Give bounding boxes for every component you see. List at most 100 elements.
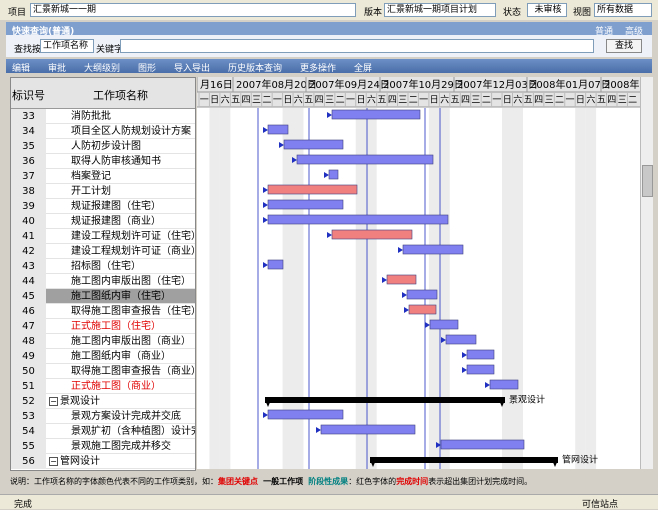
row-name[interactable]: 景观设计 [60, 396, 100, 407]
scrollbar[interactable] [640, 77, 653, 469]
weekday-label: 六 [294, 94, 303, 106]
row-id: 53 [11, 409, 46, 424]
row-line [11, 288, 195, 289]
link-arrow [398, 247, 403, 253]
row-name[interactable]: 施工图纸内审（住宅） [71, 291, 171, 302]
row-name[interactable]: 建设工程规划许可证（住宅） [71, 231, 196, 242]
search-header [6, 22, 652, 35]
row-name[interactable]: 档案登记 [71, 171, 111, 182]
weekend-shade [502, 108, 513, 469]
weekday-label: 二 [482, 96, 491, 106]
weekday-label: 三 [471, 96, 480, 106]
link-arrow [327, 232, 332, 238]
row-name[interactable]: 招标图（住宅） [71, 261, 141, 272]
row-name[interactable]: 施工图内审版出图（商业） [71, 336, 191, 347]
task-bar [466, 364, 495, 375]
row-name[interactable]: 消防批批 [71, 111, 111, 122]
row-id: 51 [11, 379, 46, 394]
status-value: 未审核 [527, 3, 567, 17]
project-label: 项目 [8, 8, 27, 18]
gantt-chart: 月16日 2007年08月20日2007年09月24日2007年10月29日200… [197, 77, 640, 469]
weekday-label: 一 [492, 96, 501, 106]
row-line [11, 438, 195, 439]
link-arrow [316, 427, 321, 433]
menu-item[interactable]: 更多操作 [300, 64, 337, 74]
row-name[interactable]: 建设工程规划许可证（商业） [71, 246, 196, 257]
row-line [11, 153, 195, 154]
weekday-label: 二 [409, 96, 418, 106]
menu-item[interactable]: 导入导出 [174, 64, 211, 74]
row-name[interactable]: 景观方案设计完成并交底 [71, 411, 181, 422]
link-arrow [441, 337, 446, 343]
row-id: 37 [11, 169, 46, 184]
version-label: 版本 [364, 8, 383, 18]
weekday-label: 三 [252, 96, 261, 106]
row-name[interactable]: 规证报建图（住宅） [71, 201, 161, 212]
menu-item[interactable]: 大纲级别 [84, 64, 121, 74]
project-select[interactable]: 汇景新城一一期 [30, 3, 356, 17]
row-name[interactable]: 取得施工图审查报告（住宅） [71, 306, 196, 317]
date-label: 2007年10月29日 [383, 78, 464, 91]
row-name[interactable]: 取得施工图审查报告（商业） [71, 366, 196, 377]
menu-item[interactable]: 编辑 [12, 64, 31, 74]
weekday-label: 六 [586, 94, 595, 106]
view-select[interactable]: 所有数据 [594, 3, 652, 17]
row-line [11, 363, 195, 364]
normal-option[interactable]: 普通 [595, 27, 614, 37]
menu-item[interactable]: 全屏 [354, 64, 373, 74]
row-name[interactable]: 正式施工图（商业） [71, 381, 161, 392]
version-select[interactable]: 汇景新城一期项目计划20070904版本 [384, 3, 496, 17]
link-arrow [324, 172, 329, 178]
date-label: 2008年0 [604, 78, 640, 91]
menu-bar: 编辑 审批 大纲级别 图形 导入导出 历史版本查询 更多操作 全屏 [6, 59, 652, 74]
search-button[interactable]: 查找 [606, 39, 642, 53]
menu-item[interactable]: 图形 [138, 64, 157, 74]
weekday-label: 六 [440, 94, 449, 106]
summary-bar [370, 457, 558, 463]
row-line [11, 318, 195, 319]
collapse-toggle[interactable]: − [49, 457, 58, 466]
row-name[interactable]: 施工图纸内审（商业） [71, 351, 171, 362]
row-name[interactable]: 管网设计 [60, 456, 100, 467]
status-right: 可信站点 [582, 500, 619, 510]
row-id: 42 [11, 244, 46, 259]
row-name[interactable]: 正式施工图（住宅） [71, 321, 161, 332]
task-bar [267, 124, 289, 135]
chart-bg [197, 77, 640, 469]
weekday-label: 四 [242, 96, 251, 106]
row-line [11, 138, 195, 139]
row-id: 56 [11, 454, 46, 469]
collapse-toggle[interactable]: − [49, 397, 58, 406]
row-name[interactable]: 项目全区人防规划设计方案 [71, 126, 191, 137]
menu-item[interactable]: 历史版本查询 [228, 64, 283, 74]
task-bar [386, 274, 417, 285]
row-name[interactable]: 人防初步设计图 [71, 141, 141, 152]
weekend-shade [282, 108, 294, 469]
link-arrow [382, 277, 387, 283]
row-id: 36 [11, 154, 46, 169]
advanced-option[interactable]: 高级 [625, 27, 644, 37]
status-label: 状态 [503, 8, 522, 18]
weekday-label: 一 [273, 96, 282, 106]
row-name[interactable]: 取得人防审核通知书 [71, 156, 161, 167]
row-name[interactable]: 规证报建图（商业） [71, 216, 161, 227]
row-line [11, 408, 195, 409]
weekend-shade [209, 108, 220, 469]
search-by-label: 查找按 [14, 45, 42, 55]
row-id: 54 [11, 424, 46, 439]
row-name[interactable]: 景观施工图完成并移交 [71, 441, 171, 452]
row-id: 52 [11, 394, 46, 409]
row-name[interactable]: 施工图内审版出图（住宅） [71, 276, 191, 287]
search-by-select[interactable]: 工作项名称 [40, 39, 94, 53]
task-bar [283, 139, 344, 150]
keyword-input[interactable] [120, 39, 594, 53]
row-line [11, 378, 195, 379]
task-bar [296, 154, 434, 165]
row-name[interactable]: 开工计划 [71, 186, 111, 197]
task-bar [429, 319, 459, 330]
link-arrow [462, 367, 467, 373]
row-name[interactable]: 景观扩初（含种植图）设计完 [71, 426, 196, 437]
name-header: 工作项名称 [93, 89, 148, 102]
menu-item[interactable]: 审批 [48, 64, 67, 74]
view-label: 视图 [573, 8, 592, 18]
